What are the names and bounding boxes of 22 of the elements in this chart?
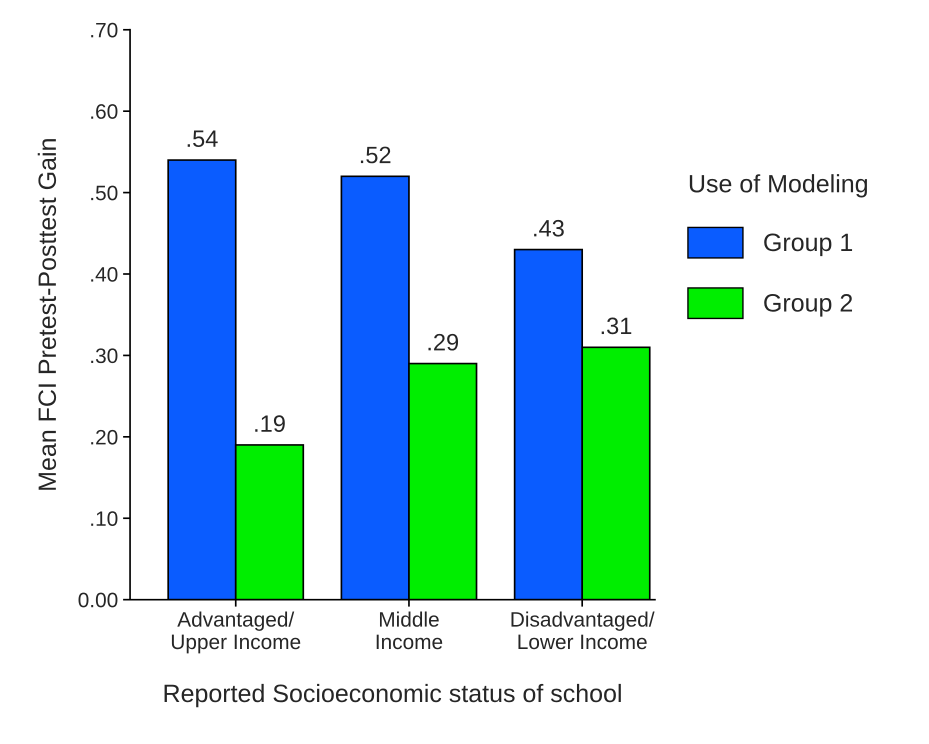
- y-tick-label: .40: [91, 267, 118, 282]
- x-tick-label: Advantaged/ Upper Income: [172, 611, 300, 654]
- y-tick-label: .20: [91, 430, 118, 445]
- data-label: .29: [428, 334, 458, 351]
- y-tick-label: .10: [91, 511, 118, 526]
- data-label: .31: [602, 318, 632, 334]
- y-tick-label: 0.00: [78, 592, 118, 608]
- y-tick-label: .50: [91, 186, 118, 200]
- x-tick-label: Disadvantaged/ Lower Income: [512, 611, 655, 650]
- data-label: .43: [534, 220, 564, 237]
- legend-label: Group 2: [764, 294, 852, 317]
- y-tick-label: .70: [91, 22, 118, 38]
- legend-title: Use of Modeling: [690, 174, 867, 198]
- x-axis-title: Reported Socioeconomic status of school: [164, 684, 621, 708]
- y-tick-label: .30: [91, 348, 118, 364]
- data-label: .54: [188, 130, 218, 148]
- data-label: .19: [255, 415, 285, 432]
- data-label: .52: [360, 146, 390, 164]
- x-tick-label: Middle Income: [376, 611, 442, 650]
- y-axis-title: Mean FCI Pretest-Posttest Gain: [38, 139, 56, 490]
- y-tick-label: .60: [91, 104, 118, 119]
- legend-label: Group 1: [764, 234, 852, 256]
